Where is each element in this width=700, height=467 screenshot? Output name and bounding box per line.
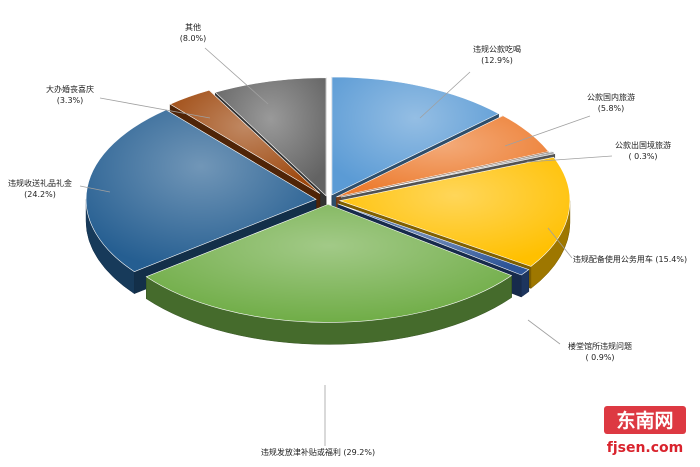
slice-label-8: 其他(8.0%)	[180, 22, 207, 43]
slice-label-4: 楼堂馆所违规问题( 0.9%)	[568, 341, 632, 362]
leader-line-4	[527, 319, 561, 345]
slice-label-2: 公款出国境旅游( 0.3%)	[615, 140, 671, 161]
leader-line-7	[99, 97, 211, 119]
slice-shine-7	[170, 90, 321, 194]
slice-label-5: 违规发放津补贴或福利 (29.2%)	[261, 447, 375, 457]
slice-shine-1	[336, 115, 549, 197]
leader-line-1	[504, 115, 591, 147]
leader-line-3	[547, 227, 573, 259]
leader-line-6	[79, 185, 111, 193]
watermark-url: fjsen.com	[607, 440, 684, 456]
slice-shine-4	[337, 203, 529, 275]
slice-label-0: 违规公款吃喝(12.9%)	[473, 44, 521, 65]
watermark: 东南网 fjsen.com	[604, 406, 686, 456]
pie-tops	[85, 76, 571, 323]
slice-shine-5	[146, 204, 512, 323]
slice-label-3: 违规配备使用公务用车 (15.4%)	[573, 254, 687, 264]
slice-labels: 违规公款吃喝(12.9%) 公款国内旅游(5.8%) 公款出国境旅游( 0.3%) 违…	[8, 22, 687, 457]
slice-shine-0	[331, 76, 499, 195]
slice-shine-2	[340, 151, 555, 198]
leader-lines	[79, 47, 613, 446]
slice-shine-6	[86, 109, 317, 272]
slice-shine-8	[215, 77, 327, 196]
slice-shine-3	[339, 157, 570, 267]
slice-label-6: 违规收送礼品礼金(24.2%)	[8, 178, 72, 199]
watermark-brand: 东南网	[616, 409, 673, 432]
leader-line-8	[204, 47, 269, 105]
leader-line-2	[526, 155, 613, 163]
leader-line-0	[419, 71, 471, 119]
slice-label-7: 大办婚丧喜庆(3.3%)	[46, 84, 94, 105]
slice-label-1: 公款国内旅游(5.8%)	[587, 92, 635, 113]
